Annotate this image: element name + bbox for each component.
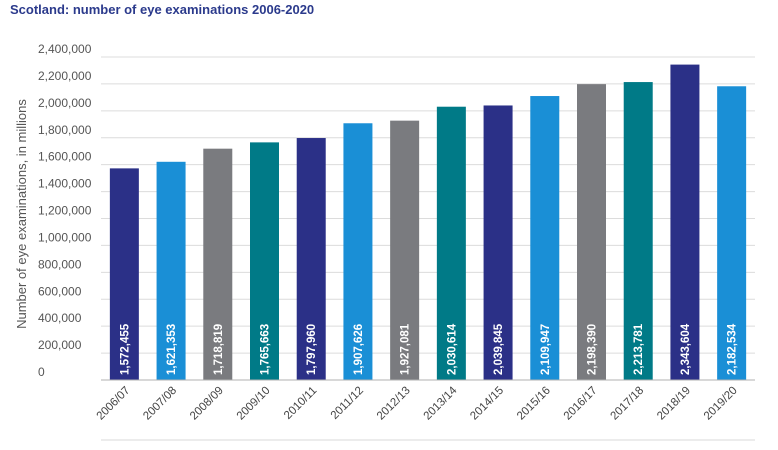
y-tick-label: 2,400,000 (38, 42, 92, 56)
bar-value-label: 2,182,534 (727, 323, 739, 375)
y-tick-label: 200,000 (38, 338, 82, 352)
bar-value-label: 2,030,614 (446, 323, 458, 375)
bar (577, 84, 606, 380)
x-category-label: 2015/16 (515, 385, 553, 423)
x-category-label: 2014/15 (468, 385, 506, 423)
bar (670, 64, 700, 380)
x-category-label: 2013/14 (422, 384, 460, 422)
bar (483, 105, 513, 381)
bar (296, 138, 326, 380)
bar (343, 123, 373, 381)
x-category-label: 2007/08 (141, 385, 179, 423)
y-tick-label: 0 (38, 365, 45, 379)
bar (436, 106, 466, 380)
bar (250, 142, 279, 380)
bar-value-label: 2,343,604 (680, 323, 692, 375)
y-tick-label: 2,000,000 (38, 96, 92, 110)
y-tick-label: 1,800,000 (38, 123, 92, 137)
bar-value-label: 1,572,455 (119, 323, 131, 375)
x-category-label: 2016/17 (562, 385, 600, 423)
bar-value-label: 2,213,781 (633, 323, 645, 375)
bar (390, 120, 420, 380)
y-tick-label: 2,200,000 (38, 69, 92, 83)
x-category-label: 2017/18 (608, 385, 646, 423)
bar-value-label: 2,198,390 (587, 324, 599, 375)
y-tick-label: 1,400,000 (38, 177, 92, 191)
bar (623, 82, 653, 380)
x-category-label: 2019/20 (702, 385, 740, 423)
bar-value-label: 1,621,353 (166, 324, 178, 375)
bar-value-label: 1,797,960 (306, 324, 318, 375)
y-tick-label: 600,000 (38, 284, 82, 298)
chart-title: Scotland: number of eye examinations 200… (10, 2, 315, 17)
y-tick-label: 1,000,000 (38, 230, 92, 244)
y-axis-label: Number of eye examinations, in millions (14, 99, 29, 329)
bar-value-label: 1,765,663 (260, 324, 272, 375)
x-category-label: 2010/11 (282, 385, 319, 422)
y-tick-label: 800,000 (38, 257, 82, 271)
x-category-label: 2011/12 (329, 385, 366, 422)
bar (203, 148, 233, 380)
bar (530, 96, 560, 380)
bar-value-label: 1,907,626 (353, 324, 365, 375)
x-category-label: 2018/19 (655, 385, 693, 423)
x-category-label: 2006/07 (95, 385, 133, 423)
x-category-label: 2008/09 (188, 385, 226, 423)
y-tick-label: 1,200,000 (38, 204, 92, 218)
bar (109, 168, 139, 380)
bar-value-label: 2,039,845 (493, 323, 505, 375)
bar (156, 161, 186, 380)
bar (717, 86, 747, 380)
y-tick-label: 1,600,000 (38, 150, 92, 164)
x-category-label: 2012/13 (375, 385, 413, 423)
y-tick-label: 400,000 (38, 311, 82, 325)
bar-value-label: 2,109,947 (540, 324, 552, 375)
bar-value-label: 1,927,081 (400, 323, 412, 375)
x-category-label: 2009/10 (235, 385, 273, 423)
bar-value-label: 1,718,819 (213, 324, 225, 375)
